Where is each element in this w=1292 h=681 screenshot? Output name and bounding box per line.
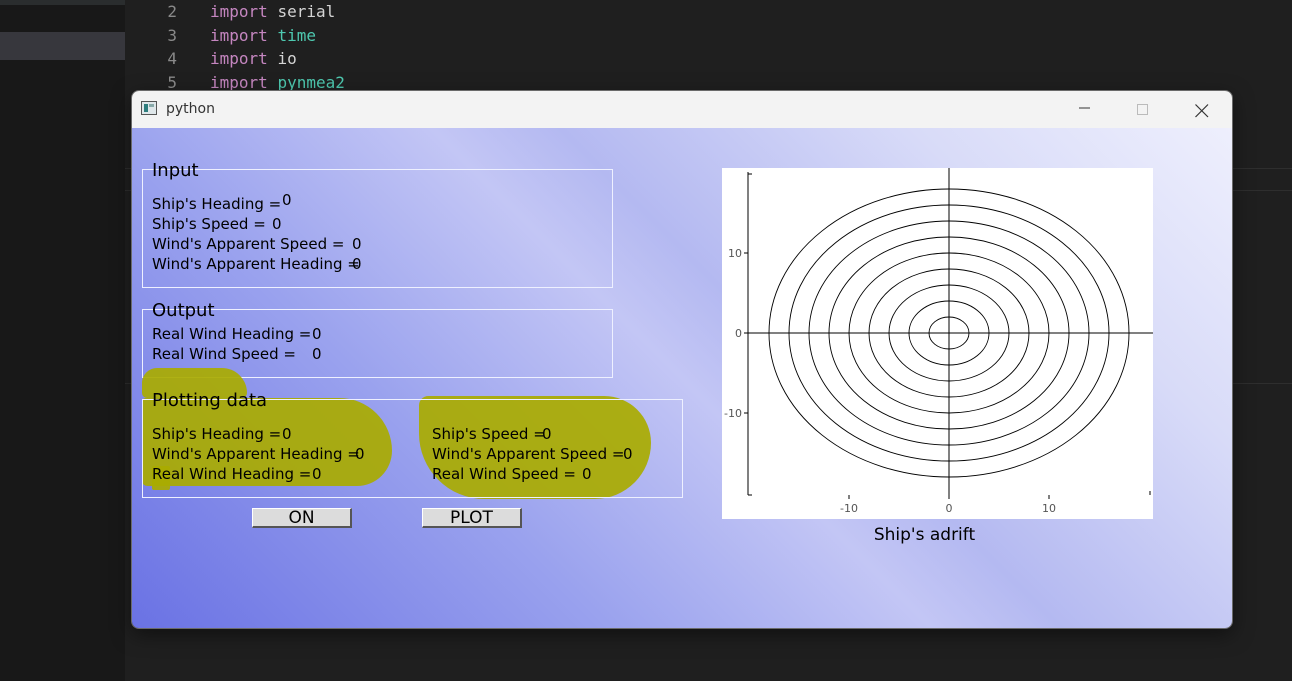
input-heading-value: 0 <box>282 191 292 209</box>
x-tick-label: 10 <box>1042 502 1056 515</box>
x-tick-label: 0 <box>946 502 953 515</box>
maximize-button[interactable] <box>1114 91 1172 128</box>
plot-wind-speed-label: Wind's Apparent Speed = <box>432 445 625 463</box>
plot-wind-speed-value: 0 <box>623 445 633 463</box>
plotting-group <box>142 399 683 498</box>
sidebar-selected-item[interactable] <box>0 32 125 60</box>
minimize-button[interactable] <box>1056 91 1114 128</box>
input-wind-speed-label: Wind's Apparent Speed = <box>152 235 345 253</box>
plot-button[interactable]: PLOT <box>422 508 522 528</box>
plotting-group-title: Plotting data <box>152 390 268 411</box>
polar-chart: -10 0 10 10 0 -10 <box>724 168 1153 515</box>
plot-heading-value: 0 <box>282 425 292 443</box>
y-tick-label: 0 <box>735 327 742 340</box>
output-real-speed-value: 0 <box>312 345 322 363</box>
input-wind-heading-value: 0 <box>352 255 362 273</box>
x-tick-label: -10 <box>840 502 858 515</box>
plot-heading-label: Ship's Heading = <box>152 425 282 443</box>
explorer-sidebar <box>0 0 125 681</box>
plot-real-heading-value: 0 <box>312 465 322 483</box>
code-line[interactable]: 2 import serial <box>167 2 336 21</box>
output-group-title: Output <box>152 300 215 321</box>
app-icon <box>141 101 157 115</box>
output-group <box>142 309 613 378</box>
plot-real-speed-label: Real Wind Speed = <box>432 465 576 483</box>
input-group-title: Input <box>152 160 199 181</box>
y-tick-label: -10 <box>724 407 742 420</box>
plot-real-heading-label: Real Wind Heading = <box>152 465 312 483</box>
y-tick-label: 10 <box>728 247 742 260</box>
window-client-area: Input Ship's Heading = 0 Ship's Speed = … <box>132 128 1232 628</box>
title-bar[interactable]: python <box>132 91 1232 128</box>
highlight-mark <box>142 398 392 486</box>
plot-real-speed-value: 0 <box>582 465 592 483</box>
close-button[interactable] <box>1172 91 1230 128</box>
maximize-icon <box>1137 104 1148 115</box>
code-line[interactable]: 3 import time <box>167 26 316 45</box>
plot-canvas: -10 0 10 10 0 -10 <box>722 168 1153 519</box>
minimize-icon <box>1079 107 1090 109</box>
code-line[interactable]: 4 import io <box>167 49 297 68</box>
sidebar-item[interactable] <box>0 0 125 5</box>
plot-speed-value: 0 <box>542 425 552 443</box>
highlight-mark <box>152 466 170 490</box>
plot-title: Ship's adrift <box>873 525 976 545</box>
code-line[interactable]: 5 import pynmea2 <box>167 73 345 92</box>
python-window: python Input Ship's Heading = 0 Ship's S… <box>132 91 1232 628</box>
plot-wind-heading-label: Wind's Apparent Heading = <box>152 445 360 463</box>
input-speed-value: 0 <box>272 215 282 233</box>
highlight-mark <box>142 368 247 398</box>
plot-speed-label: Ship's Speed = <box>432 425 546 443</box>
highlight-mark <box>419 396 651 499</box>
plot-wind-heading-value: 0 <box>355 445 365 463</box>
input-wind-speed-value: 0 <box>352 235 362 253</box>
input-speed-label: Ship's Speed = <box>152 215 266 233</box>
output-real-speed-label: Real Wind Speed = <box>152 345 296 363</box>
output-real-heading-label: Real Wind Heading = <box>152 325 312 343</box>
output-real-heading-value: 0 <box>312 325 322 343</box>
window-title: python <box>166 101 215 117</box>
input-wind-heading-label: Wind's Apparent Heading = <box>152 255 360 273</box>
close-icon <box>1195 104 1209 118</box>
on-button[interactable]: ON <box>252 508 352 528</box>
input-heading-label: Ship's Heading = <box>152 195 282 213</box>
input-group <box>142 169 613 288</box>
